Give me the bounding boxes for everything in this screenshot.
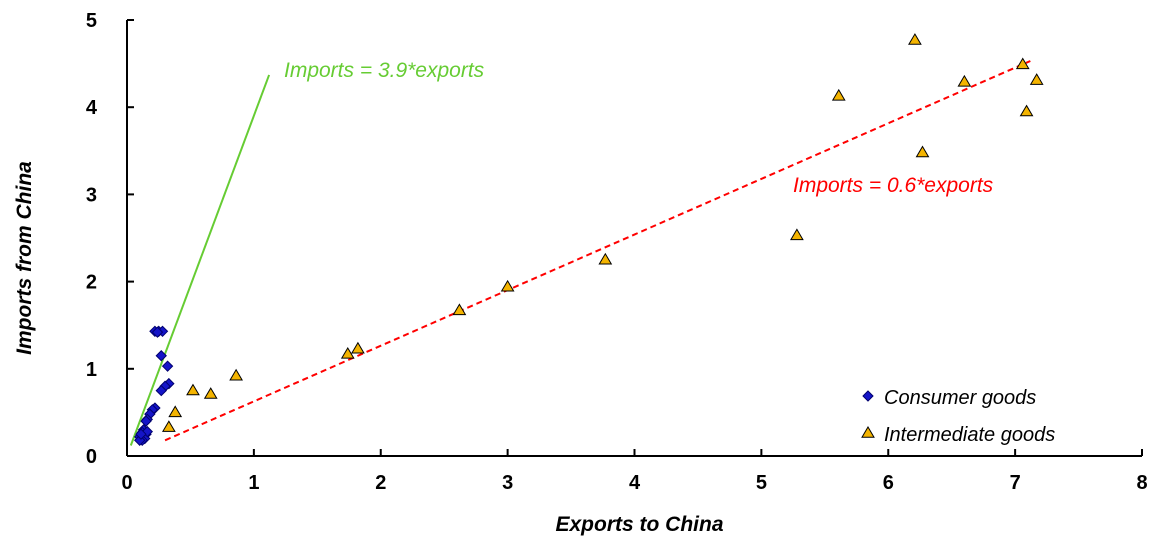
legend-marker-triangle bbox=[861, 426, 875, 438]
consumer-goods-point bbox=[140, 415, 152, 427]
imports-3-9-exports-line bbox=[129, 74, 271, 446]
x-tick-label: 7 bbox=[1010, 472, 1021, 494]
y-tick-label: 4 bbox=[86, 97, 98, 119]
consumer-goods-point bbox=[155, 384, 167, 397]
imports-0-6-exports-line bbox=[164, 60, 1031, 442]
imports-0-6-exports-label: Imports = 0.6*exports bbox=[793, 174, 994, 197]
line-annotations: Imports = 3.9*exports Imports = 0.6*expor… bbox=[284, 59, 994, 197]
intermediate-goods-point bbox=[915, 145, 930, 158]
x-tick-label: 2 bbox=[375, 472, 386, 494]
imports-3-9-exports-label: Imports = 3.9*exports bbox=[284, 59, 485, 82]
legend-label-intermediate-goods: Intermediate goods bbox=[884, 424, 1055, 446]
y-tick-label: 1 bbox=[86, 359, 97, 381]
y-tick-label: 5 bbox=[86, 10, 97, 32]
intermediate-goods-point bbox=[957, 74, 972, 87]
y-tick-label: 3 bbox=[86, 184, 97, 206]
intermediate-goods-point bbox=[908, 33, 922, 45]
legend: Consumer goods Intermediate goods bbox=[861, 387, 1055, 446]
consumer-goods-point bbox=[135, 428, 147, 440]
intermediate-goods-point bbox=[340, 346, 355, 359]
consumer-goods-point bbox=[161, 360, 174, 372]
consumer-goods-point bbox=[151, 326, 164, 338]
intermediate-goods-point bbox=[500, 279, 515, 292]
legend-item-consumer-goods: Consumer goods bbox=[862, 387, 1036, 409]
axes: 0 1 2 3 4 5 6 7 8 0 1 2 3 4 5 bbox=[86, 10, 1148, 494]
intermediate-goods-point bbox=[1015, 57, 1030, 70]
legend-marker-diamond bbox=[862, 390, 874, 402]
x-tick-label: 1 bbox=[248, 472, 259, 494]
y-axis-title: Imports from China bbox=[13, 161, 36, 355]
x-tick-label: 5 bbox=[756, 472, 767, 494]
intermediate-goods-point bbox=[186, 383, 200, 396]
intermediate-goods-point bbox=[598, 252, 613, 265]
intermediate-goods-point bbox=[1029, 73, 1044, 85]
x-tick-label: 0 bbox=[121, 472, 132, 494]
x-tick-label: 8 bbox=[1136, 472, 1147, 494]
intermediate-goods-point bbox=[1019, 104, 1034, 117]
legend-label-consumer-goods: Consumer goods bbox=[884, 387, 1036, 409]
intermediate-goods-point bbox=[790, 228, 804, 241]
intermediate-goods-point bbox=[351, 341, 365, 354]
y-tick-label: 0 bbox=[86, 446, 97, 468]
consumer-goods-point bbox=[155, 350, 167, 362]
intermediate-goods-point bbox=[168, 405, 183, 418]
intermediate-goods-point bbox=[229, 368, 243, 381]
reference-lines bbox=[129, 60, 1031, 446]
x-axis-title: Exports to China bbox=[555, 513, 723, 536]
intermediate-goods-point bbox=[452, 303, 467, 316]
x-tick-label: 6 bbox=[883, 472, 894, 494]
intermediate-goods-point bbox=[161, 420, 176, 432]
intermediate-goods-point bbox=[203, 387, 218, 399]
legend-item-intermediate-goods: Intermediate goods bbox=[861, 424, 1055, 446]
data-points bbox=[133, 33, 1044, 447]
x-tick-label: 4 bbox=[629, 472, 641, 494]
intermediate-goods-point bbox=[831, 88, 846, 101]
y-tick-label: 2 bbox=[86, 272, 97, 294]
x-tick-label: 3 bbox=[502, 472, 513, 494]
